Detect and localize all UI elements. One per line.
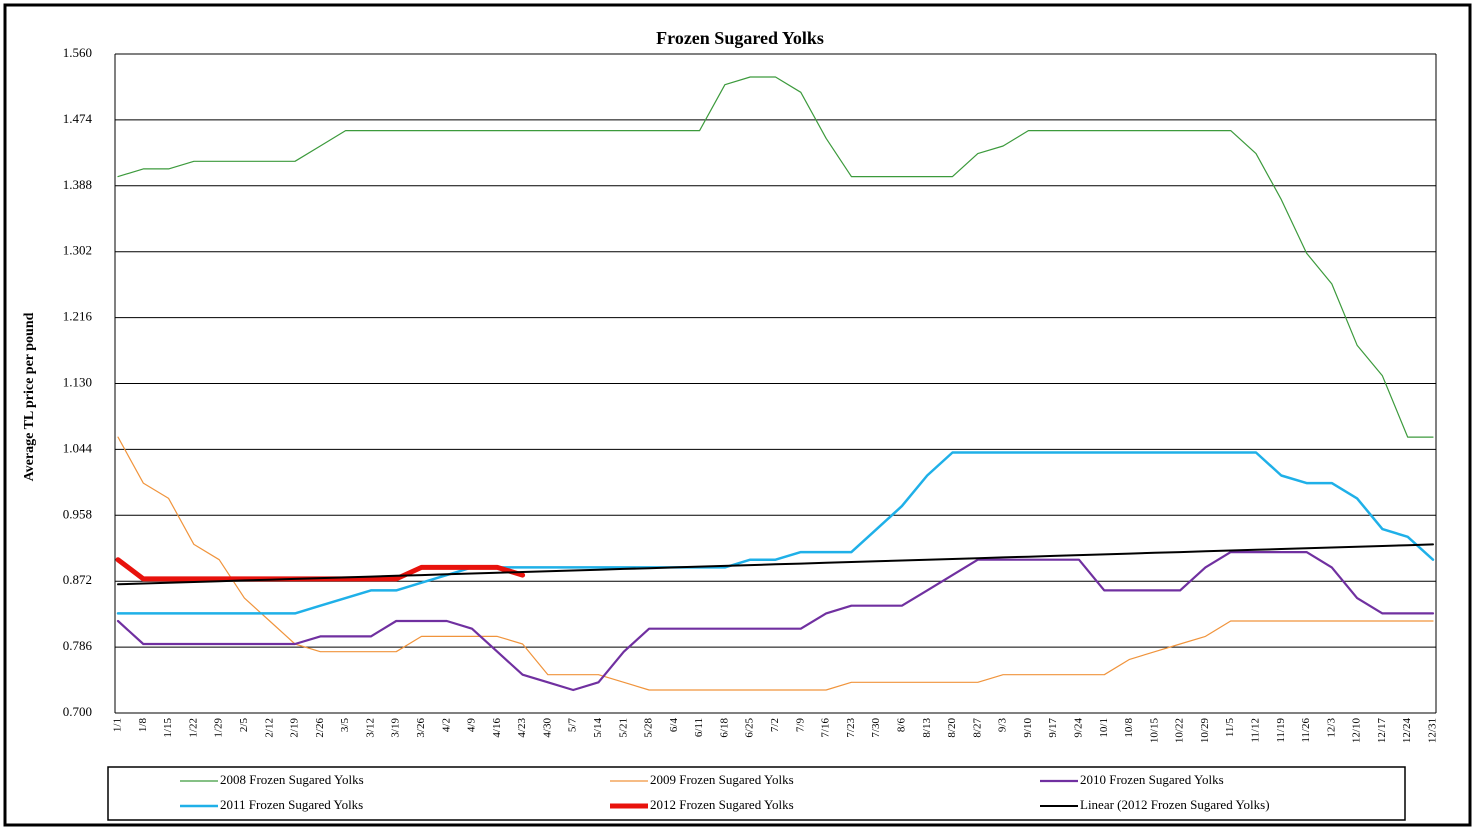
x-tick-label: 6/18 [718,718,730,738]
x-tick-label: 9/3 [997,718,1009,733]
x-tick-label: 4/30 [541,718,553,738]
y-axis-label: Average TL price per pound [22,312,37,481]
x-tick-label: 6/11 [693,718,705,737]
legend-label: 2010 Frozen Sugared Yolks [1080,772,1224,787]
y-tick-label: 1.560 [63,45,92,60]
series-line [117,436,1434,691]
series-line [117,543,1434,586]
x-tick-label: 8/27 [971,718,983,738]
x-tick-label: 5/7 [567,718,579,733]
x-tick-label: 10/15 [1148,718,1160,744]
y-tick-label: 1.474 [63,111,93,126]
x-tick-label: 2/19 [289,718,301,738]
y-tick-label: 1.044 [63,440,93,455]
x-tick-label: 12/3 [1325,718,1337,738]
x-tick-label: 2/5 [238,718,250,733]
series-line [116,451,1435,615]
x-tick-label: 1/8 [137,718,149,733]
x-tick-label: 10/1 [1098,718,1110,738]
x-tick-label: 7/9 [794,718,806,733]
x-tick-label: 5/14 [592,718,604,738]
x-tick-label: 9/24 [1072,718,1084,738]
x-tick-label: 3/26 [415,718,427,738]
legend-label: 2008 Frozen Sugared Yolks [220,772,364,787]
x-tick-label: 10/8 [1123,718,1135,738]
y-tick-label: 0.872 [63,572,92,587]
x-tick-label: 3/12 [364,718,376,738]
x-tick-label: 8/6 [895,718,907,733]
x-tick-label: 1/29 [213,718,225,738]
series-line [116,551,1435,692]
series-line [117,76,1434,438]
legend-box [107,766,1406,821]
x-tick-label: 7/16 [820,718,832,738]
x-tick-label: 3/5 [339,718,351,733]
x-tick-label: 4/23 [516,718,528,738]
x-tick-label: 4/9 [466,718,478,733]
legend-label: 2011 Frozen Sugared Yolks [220,797,363,812]
y-tick-label: 0.786 [63,638,93,653]
x-tick-label: 1/1 [112,718,124,732]
y-tick-label: 0.700 [63,704,92,719]
x-tick-label: 7/23 [845,718,857,738]
x-tick-label: 11/19 [1275,718,1287,743]
x-tick-label: 12/17 [1376,718,1388,744]
x-tick-label: 1/15 [162,718,174,738]
x-tick-label: 3/19 [390,718,402,738]
x-tick-label: 4/16 [491,718,503,738]
x-tick-label: 7/2 [769,718,781,732]
x-tick-label: 5/21 [617,718,629,738]
x-tick-label: 9/10 [1022,718,1034,738]
x-tick-label: 12/10 [1351,718,1363,744]
x-tick-label: 2/12 [263,718,275,738]
x-tick-label: 12/31 [1427,718,1439,743]
x-tick-label: 9/17 [1047,718,1059,738]
x-tick-label: 10/29 [1199,718,1211,744]
x-tick-label: 8/20 [946,718,958,738]
legend-label: Linear (2012 Frozen Sugared Yolks) [1080,797,1270,812]
x-tick-label: 6/25 [744,718,756,738]
x-tick-label: 7/30 [870,718,882,738]
x-tick-label: 2/26 [314,718,326,738]
legend-label: 2012 Frozen Sugared Yolks [650,797,794,812]
series-line [115,557,526,582]
x-tick-label: 10/22 [1174,718,1186,743]
y-tick-label: 1.216 [63,309,93,324]
x-tick-label: 4/2 [440,718,452,732]
x-tick-label: 11/12 [1250,718,1262,743]
y-tick-label: 1.130 [63,374,92,389]
x-tick-label: 12/24 [1401,718,1413,744]
y-tick-label: 0.958 [63,506,92,521]
legend-label: 2009 Frozen Sugared Yolks [650,772,794,787]
y-tick-label: 1.388 [63,177,92,192]
x-tick-label: 11/26 [1300,718,1312,743]
frame [3,3,1472,827]
x-tick-label: 11/5 [1224,718,1236,738]
x-tick-label: 1/22 [187,718,199,738]
chart-title: Frozen Sugared Yolks [656,28,824,48]
x-tick-label: 5/28 [643,718,655,738]
y-tick-label: 1.302 [63,243,92,258]
x-tick-label: 6/4 [668,718,680,733]
x-tick-label: 8/13 [921,718,933,738]
